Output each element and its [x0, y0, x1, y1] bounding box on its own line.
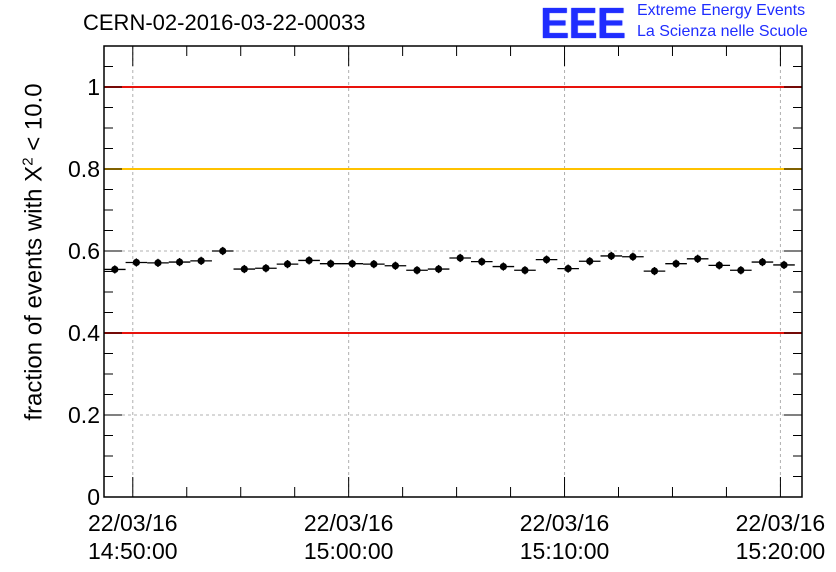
data-point [348, 260, 356, 268]
data-point [607, 252, 615, 260]
run-title: CERN-02-2016-03-22-00033 [83, 10, 366, 35]
data-point [435, 265, 443, 273]
plot-frame [103, 45, 803, 498]
x-tick-label-date: 22/03/16 [88, 510, 178, 536]
data-point [305, 256, 313, 265]
data-point [456, 254, 464, 262]
x-tick-label-time: 15:00:00 [304, 538, 394, 564]
data-point [521, 266, 529, 274]
data-point [111, 265, 119, 274]
data-point [650, 267, 659, 275]
data-point [542, 256, 551, 264]
logo-subtitle-line2: La Scienza nelle Scuole [637, 23, 808, 40]
data-point [413, 266, 421, 274]
x-tick-label-date: 22/03/16 [304, 510, 394, 536]
data-point [327, 260, 335, 268]
data-point [478, 258, 486, 266]
x-tick-label-time: 14:50:00 [88, 538, 178, 564]
data-point [370, 260, 378, 268]
eee-logo: EEE [540, 0, 626, 48]
data-point [758, 258, 767, 266]
data-point [262, 264, 270, 272]
data-point [283, 260, 292, 268]
x-tick-label-time: 15:20:00 [736, 538, 826, 564]
data-point [780, 261, 788, 269]
data-point [586, 257, 594, 265]
data-point [132, 258, 140, 267]
y-tick-label: 0 [87, 484, 100, 510]
data-point [499, 262, 507, 271]
logo-subtitle-line1: Extreme Energy Events [637, 2, 806, 19]
data-point [391, 262, 400, 270]
y-tick-label: 0.6 [68, 238, 100, 264]
x-tick-label-date: 22/03/16 [736, 510, 826, 536]
x-tick-label-date: 22/03/16 [520, 510, 610, 536]
data-point [694, 255, 702, 263]
data-point [715, 261, 723, 269]
data-point [240, 265, 248, 273]
data-point [175, 258, 184, 266]
data-point [672, 260, 680, 268]
data-point [219, 247, 227, 255]
y-tick-label: 0.2 [68, 402, 100, 428]
y-tick-label: 0.8 [68, 156, 100, 182]
data-point [197, 257, 205, 265]
data-point [629, 253, 637, 261]
x-tick-label-time: 15:10:00 [520, 538, 610, 564]
y-tick-label: 0.4 [68, 320, 100, 346]
data-point [154, 259, 162, 267]
y-tick-label: 1 [87, 74, 100, 100]
data-point [564, 265, 572, 273]
data-point [737, 266, 745, 274]
